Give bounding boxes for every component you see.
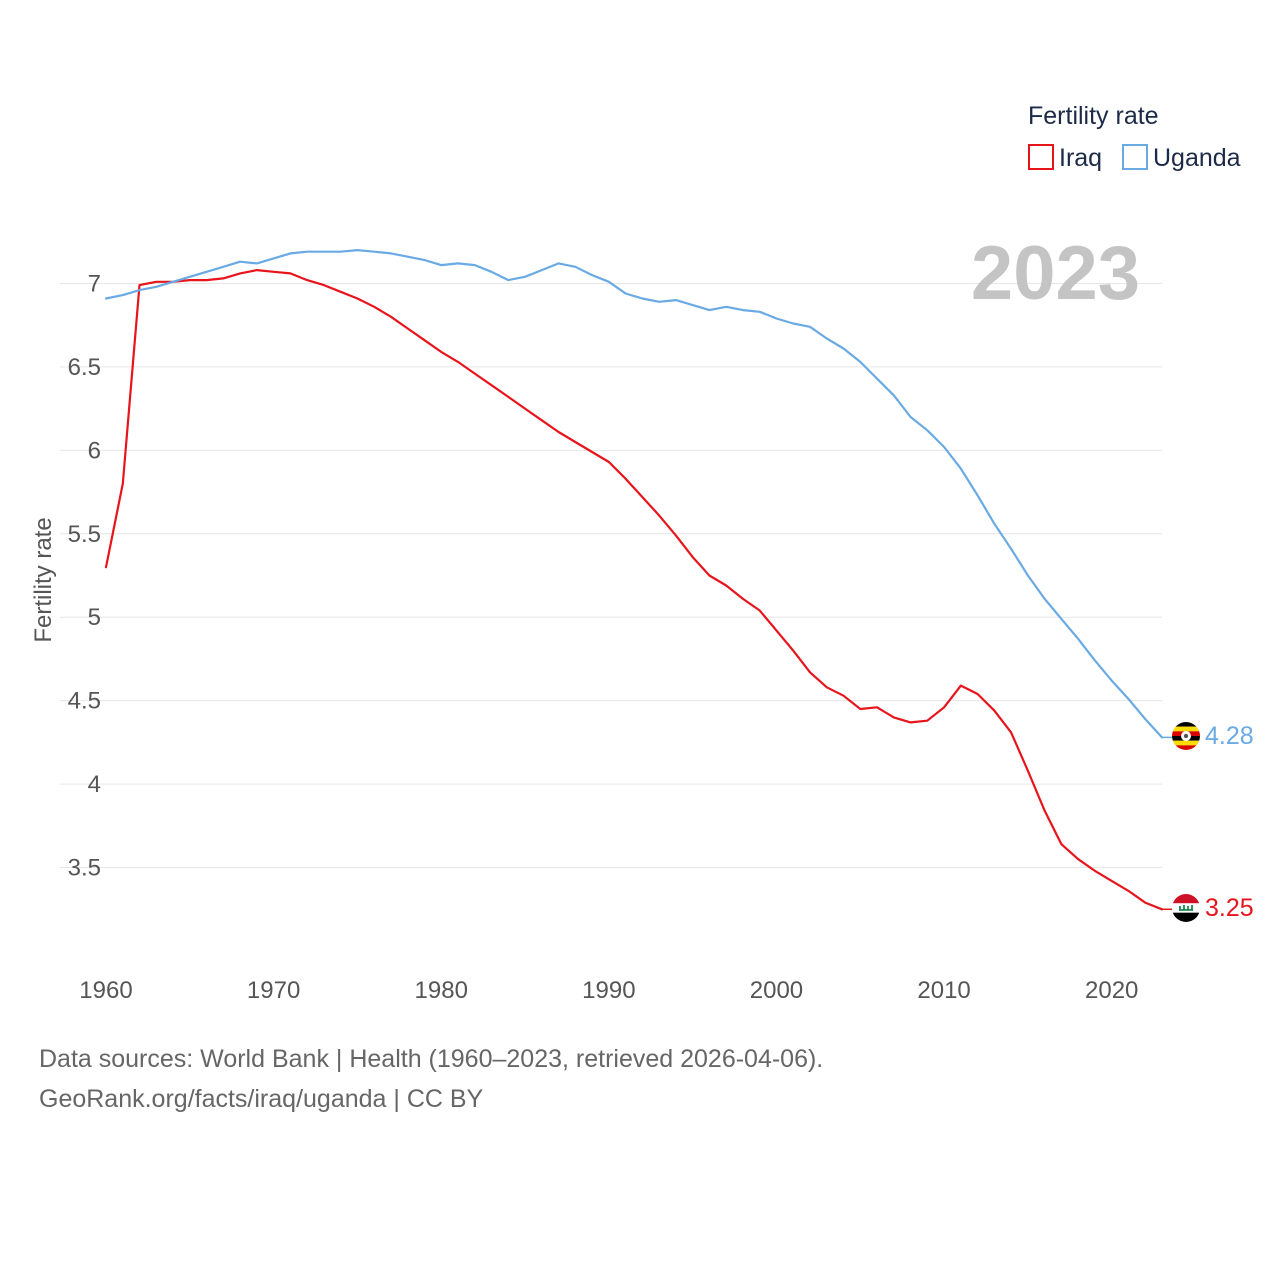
y-axis-ticks: 3.5 4 4.5 5 5.5 6 6.5 7 bbox=[68, 270, 101, 881]
x-tick-label: 2020 bbox=[1085, 977, 1138, 1004]
series-line-uganda[interactable] bbox=[104, 249, 1164, 739]
y-tick-label: 6 bbox=[88, 437, 101, 464]
y-tick-label: 4.5 bbox=[68, 688, 101, 715]
iraq-flag-icon bbox=[1172, 894, 1200, 922]
x-tick-label: 1970 bbox=[247, 977, 300, 1004]
legend: Fertility rate Iraq Uganda bbox=[1028, 102, 1241, 172]
y-axis-title: Fertility rate bbox=[30, 517, 57, 642]
end-markers bbox=[1162, 736, 1172, 911]
y-tick-label: 7 bbox=[88, 270, 101, 297]
uganda-end-value: 4.28 bbox=[1205, 722, 1254, 750]
x-tick-label: 1960 bbox=[79, 977, 132, 1004]
x-axis-ticks: 1960 1970 1980 1990 2000 2010 2020 bbox=[79, 977, 1138, 1004]
legend-swatch-uganda bbox=[1122, 144, 1148, 170]
legend-label-iraq: Iraq bbox=[1059, 144, 1102, 172]
legend-item-uganda[interactable]: Uganda bbox=[1122, 144, 1241, 172]
data-source-note: Data sources: World Bank | Health (1960–… bbox=[39, 1045, 824, 1073]
legend-swatch-iraq bbox=[1028, 144, 1054, 170]
current-year-label: 2023 bbox=[971, 231, 1140, 316]
y-tick-label: 5.5 bbox=[68, 521, 101, 548]
y-tick-label: 5 bbox=[88, 604, 101, 631]
legend-title: Fertility rate bbox=[1028, 102, 1159, 130]
x-tick-label: 2000 bbox=[750, 977, 803, 1004]
x-tick-label: 1980 bbox=[415, 977, 468, 1004]
x-tick-label: 1990 bbox=[582, 977, 635, 1004]
y-tick-label: 4 bbox=[88, 771, 101, 798]
iraq-end-value: 3.25 bbox=[1205, 894, 1254, 922]
attribution-link[interactable]: GeoRank.org/facts/iraq/uganda | CC BY bbox=[39, 1085, 484, 1113]
series-lines bbox=[104, 249, 1164, 911]
legend-item-iraq[interactable]: Iraq bbox=[1028, 144, 1102, 172]
legend-label-uganda: Uganda bbox=[1153, 144, 1241, 172]
uganda-flag-icon bbox=[1172, 722, 1200, 750]
y-tick-label: 3.5 bbox=[68, 855, 101, 882]
y-tick-label: 6.5 bbox=[68, 354, 101, 381]
series-line-iraq[interactable] bbox=[104, 269, 1164, 911]
x-tick-label: 2010 bbox=[917, 977, 970, 1004]
gridlines bbox=[60, 282, 1162, 869]
